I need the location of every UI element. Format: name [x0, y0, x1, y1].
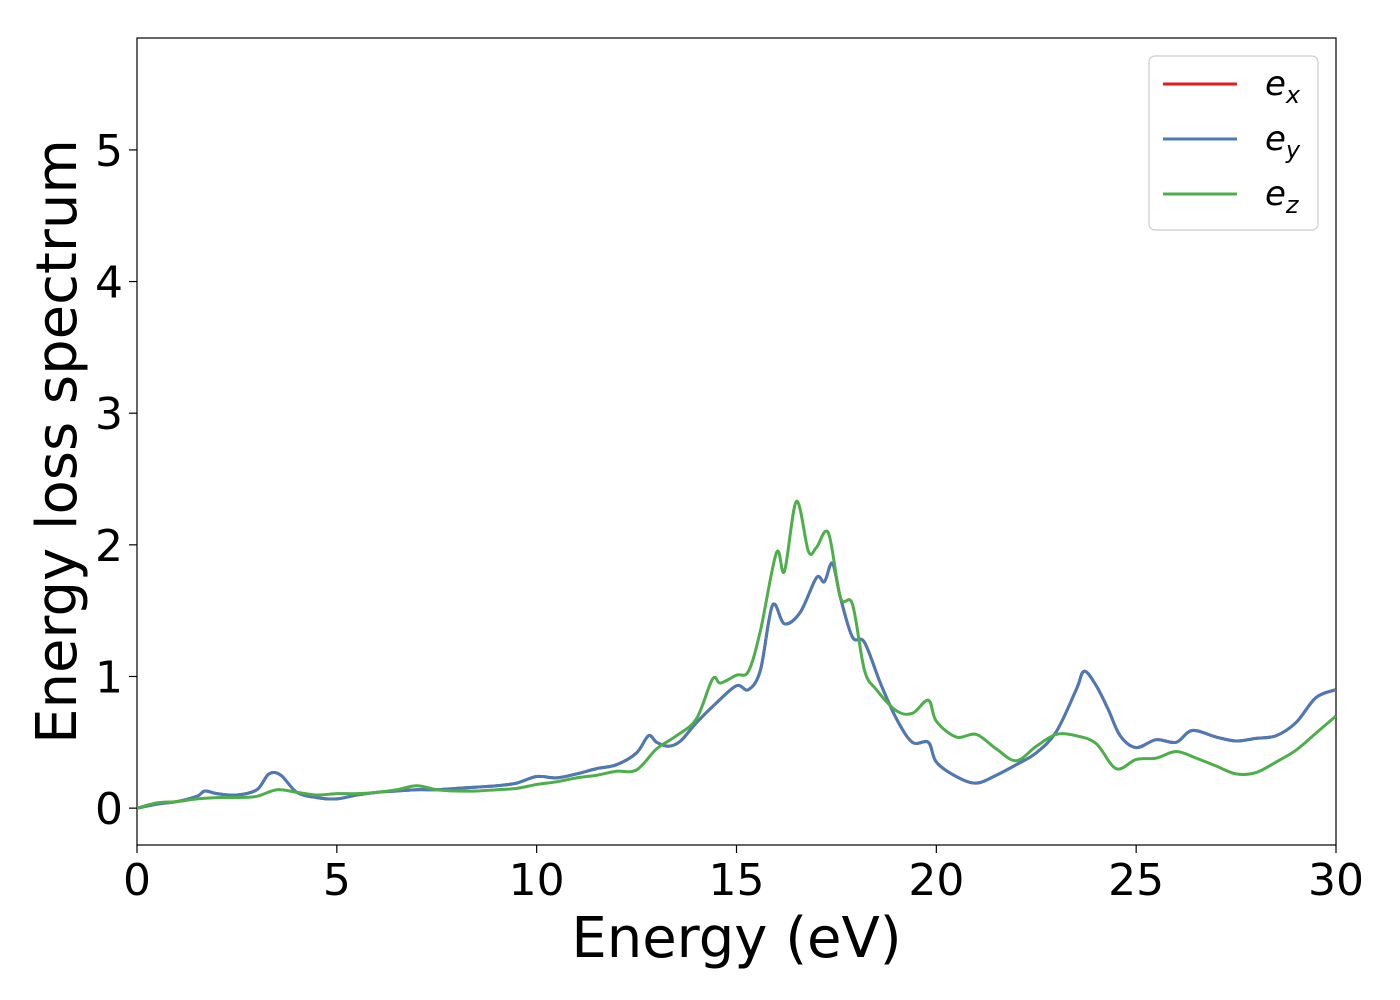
- series-line-ez: [137, 499, 1336, 810]
- y-tick-label: 5: [95, 126, 123, 177]
- y-axis-label: Energy loss spectrum: [25, 139, 90, 744]
- series-line-ey: [137, 561, 1336, 810]
- legend-entry-ey: ey: [1265, 119, 1301, 164]
- x-tick-label: 15: [709, 855, 765, 906]
- legend-entry-subscript: z: [1285, 191, 1300, 219]
- legend-entry-name: e: [1265, 64, 1286, 104]
- y-tick-label: 1: [95, 652, 123, 703]
- x-tick-label: 0: [123, 855, 151, 906]
- y-tick-label: 4: [95, 258, 123, 309]
- x-tick-label: 25: [1108, 855, 1164, 906]
- x-tick-label: 20: [908, 855, 964, 906]
- legend-entry-name: e: [1265, 119, 1286, 159]
- y-tick-label: 0: [95, 784, 123, 835]
- legend-entry-subscript: x: [1285, 81, 1301, 109]
- series-layer: [137, 499, 1336, 810]
- x-tick-label: 30: [1308, 855, 1364, 906]
- legend-entry-ez: ez: [1265, 174, 1300, 219]
- legend-entry-ex: ex: [1265, 64, 1301, 109]
- y-tick-label: 3: [95, 389, 123, 440]
- x-axis: 0 5 10 15 20 25 30: [123, 845, 1364, 906]
- legend-entry-name: e: [1265, 174, 1286, 214]
- y-tick-label: 2: [95, 521, 123, 572]
- legend-entry-subscript: y: [1285, 136, 1301, 164]
- legend-box: [1148, 55, 1319, 231]
- x-tick-label: 10: [509, 855, 565, 906]
- x-tick-label: 5: [323, 855, 351, 906]
- x-axis-label: Energy (eV): [571, 906, 901, 971]
- y-axis: 0 1 2 3 4 5: [95, 126, 137, 835]
